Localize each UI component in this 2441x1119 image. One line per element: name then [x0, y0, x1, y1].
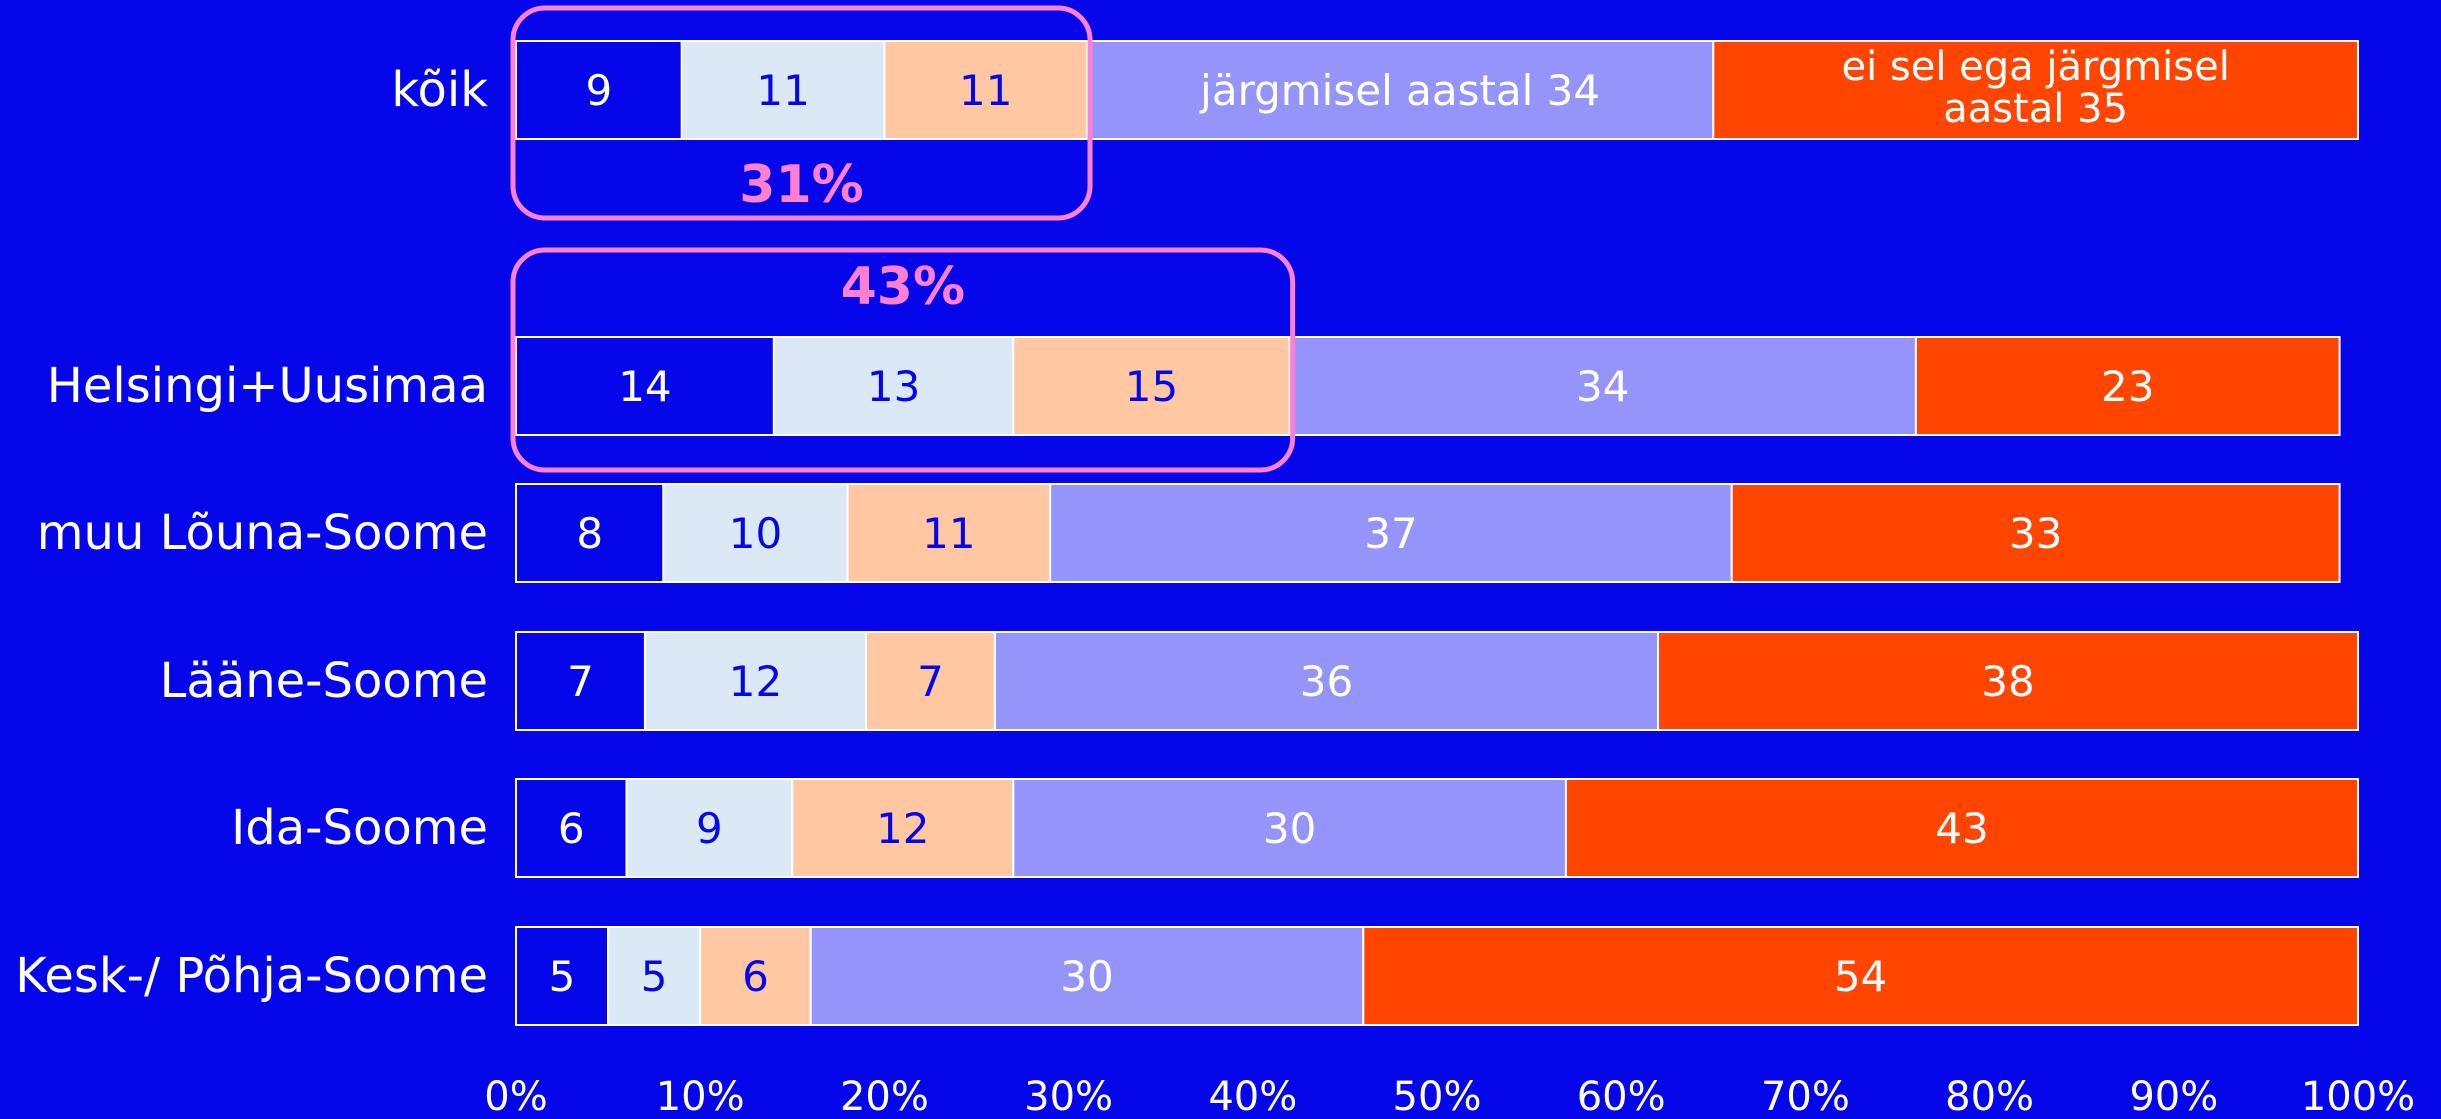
bar-value-label: 11 [922, 509, 975, 558]
bar-value-label: 14 [618, 362, 671, 411]
highlight-box-koik [510, 5, 1093, 221]
bar-segment-helsingi-uusimaa-4 [1288, 336, 1917, 436]
x-tick-label: 30% [1024, 1074, 1113, 1115]
x-tick-label: 10% [656, 1074, 745, 1115]
category-label-kesk-pohja-soome: Kesk-/ Põhja-Soome [15, 948, 488, 1004]
bar-segment-muu-louna-soome-2 [662, 483, 849, 583]
bar-segment-kesk-pohja-soome-2 [607, 926, 702, 1026]
bar-value-label: 34 [1576, 362, 1629, 411]
x-tick-label: 80% [1945, 1074, 2034, 1115]
bar-value-label: 30 [1060, 952, 1113, 1001]
bar-segment-koik-5 [1712, 40, 2360, 140]
highlight-label-koik: 31% [739, 155, 863, 215]
x-tick-label: 70% [1761, 1074, 1850, 1115]
highlight-label-helsingi-uusimaa: 43% [841, 257, 965, 317]
x-tick-label: 60% [1577, 1074, 1666, 1115]
bar-value-label: 54 [1834, 952, 1887, 1001]
bar-value-label: järgmisel aastal 34 [1199, 66, 1600, 115]
bar-value-label: ei sel ega järgmisel aastal 35 [1841, 44, 2229, 132]
bar-value-label: 43 [1935, 804, 1988, 853]
bar-value-label: 9 [696, 804, 723, 853]
bar-segment-ida-soome-1 [515, 778, 628, 878]
bar-segment-ida-soome-4 [1012, 778, 1567, 878]
bar-segment-muu-louna-soome-4 [1049, 483, 1733, 583]
bar-segment-kesk-pohja-soome-4 [809, 926, 1365, 1026]
bar-value-label: 15 [1125, 362, 1178, 411]
bar-value-label: 23 [2101, 362, 2154, 411]
bar-segment-laane-soome-3 [864, 631, 996, 731]
bar-segment-koik-4 [1086, 40, 1715, 140]
bar-value-label: 7 [917, 657, 944, 706]
bar-segment-helsingi-uusimaa-5 [1914, 336, 2341, 436]
bar-segment-kesk-pohja-soome-3 [699, 926, 812, 1026]
bar-value-label: 13 [867, 362, 920, 411]
x-tick-label: 50% [1393, 1074, 1482, 1115]
bar-value-label: 12 [729, 657, 782, 706]
bar-value-label: 8 [576, 509, 603, 558]
category-label-ida-soome: Ida-Soome [231, 800, 488, 856]
x-tick-label: 20% [840, 1074, 929, 1115]
bar-value-label: 7 [567, 657, 594, 706]
bar-segment-kesk-pohja-soome-1 [515, 926, 610, 1026]
bar-value-label: 11 [756, 66, 809, 115]
bar-value-label: 11 [959, 66, 1012, 115]
bar-segment-koik-1 [515, 40, 683, 140]
bar-value-label: 10 [729, 509, 782, 558]
bar-segment-muu-louna-soome-3 [846, 483, 1052, 583]
bar-value-label: 5 [549, 952, 576, 1001]
bar-value-label: 5 [641, 952, 668, 1001]
bar-segment-koik-2 [680, 40, 886, 140]
bar-value-label: 37 [1364, 509, 1417, 558]
highlight-box-helsingi-uusimaa [510, 247, 1296, 473]
bar-segment-helsingi-uusimaa-2 [772, 336, 1015, 436]
bar-segment-muu-louna-soome-5 [1730, 483, 2341, 583]
bar-value-label: 6 [742, 952, 769, 1001]
category-label-muu-louna-soome: muu Lõuna-Soome [37, 505, 488, 561]
category-label-laane-soome: Lääne-Soome [160, 653, 488, 709]
bar-value-label: 12 [876, 804, 929, 853]
bar-segment-ida-soome-3 [791, 778, 1015, 878]
bar-segment-kesk-pohja-soome-5 [1362, 926, 2359, 1026]
x-tick-label: 100% [2301, 1074, 2415, 1115]
category-label-helsingi-uusimaa: Helsingi+Uusimaa [47, 358, 488, 414]
bar-segment-helsingi-uusimaa-3 [1012, 336, 1291, 436]
bar-value-label: 9 [586, 66, 613, 115]
bar-value-label: 33 [2009, 509, 2062, 558]
x-tick-label: 90% [2129, 1074, 2218, 1115]
x-tick-label: 40% [1208, 1074, 1297, 1115]
bar-segment-laane-soome-2 [643, 631, 867, 731]
bar-segment-koik-3 [883, 40, 1089, 140]
x-tick-label: 0% [484, 1074, 547, 1115]
bar-segment-muu-louna-soome-1 [515, 483, 665, 583]
bar-value-label: 36 [1300, 657, 1353, 706]
bar-segment-helsingi-uusimaa-1 [515, 336, 775, 436]
bar-value-label: 30 [1263, 804, 1316, 853]
category-label-koik: kõik [391, 62, 488, 118]
bar-segment-laane-soome-5 [1657, 631, 2360, 731]
bar-segment-ida-soome-5 [1564, 778, 2359, 878]
bar-value-label: 38 [1981, 657, 2034, 706]
bar-value-label: 6 [558, 804, 585, 853]
